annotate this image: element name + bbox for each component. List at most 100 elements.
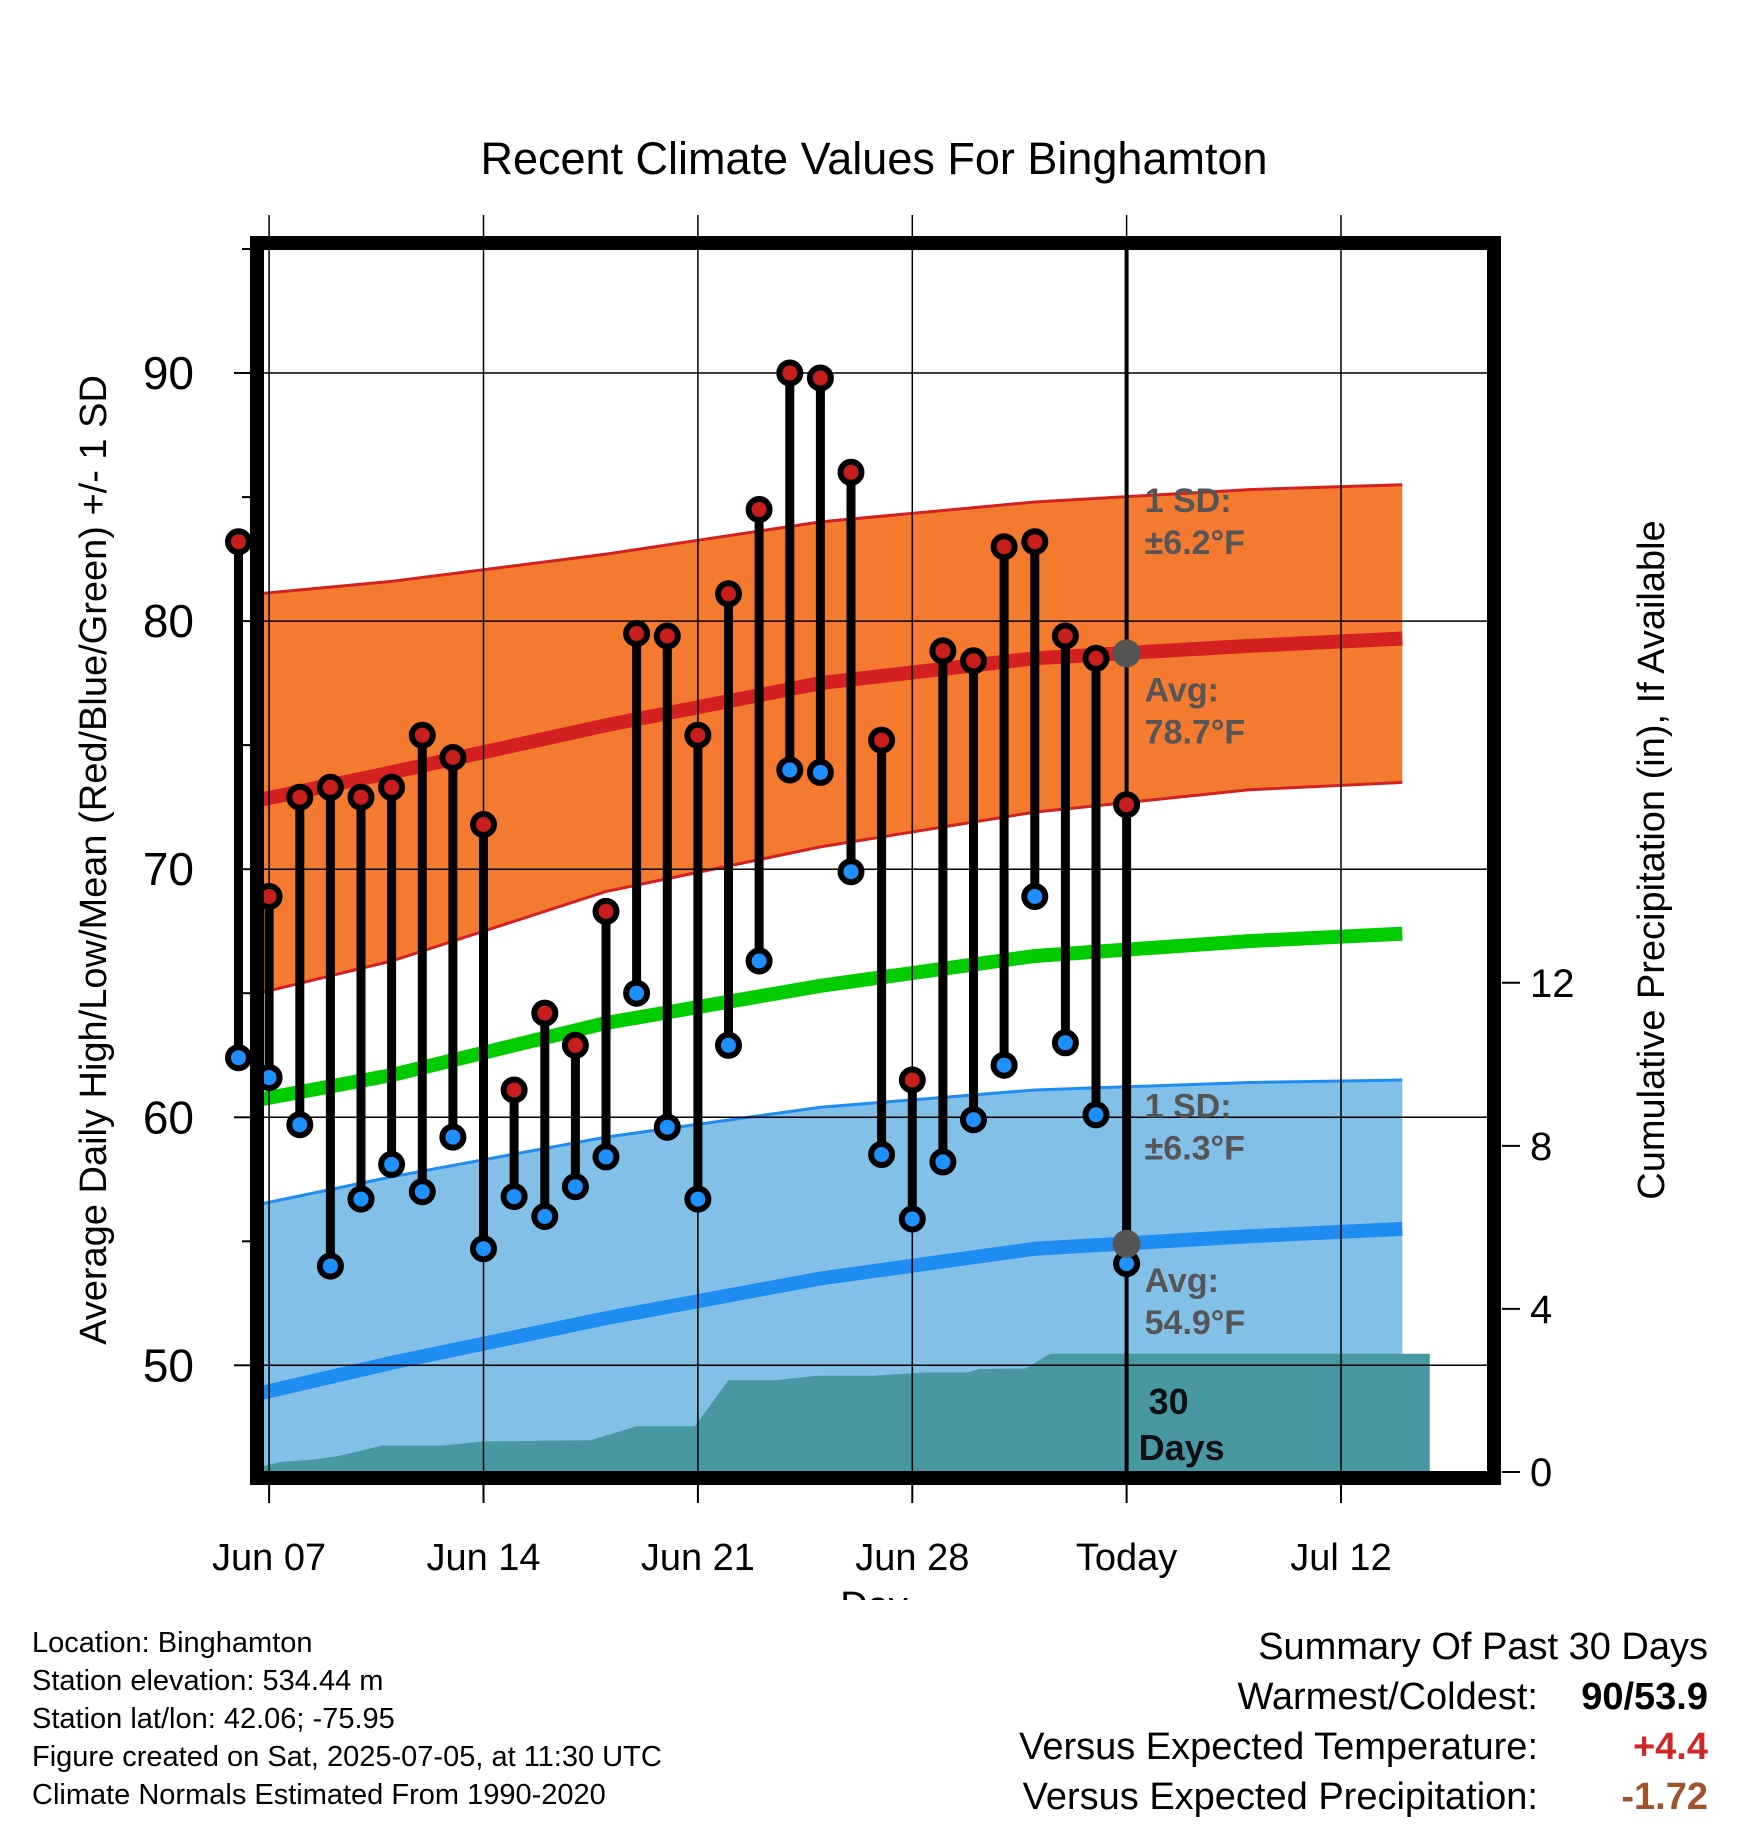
y-tick-label: 80 [143,595,194,647]
daily-low-point [745,947,773,975]
daily-low-point [1082,1101,1110,1129]
climate-chart: Recent Climate Values For Binghamton 1 S… [73,133,1673,1600]
daily-high-point [960,647,987,675]
daily-high-point [1082,644,1110,672]
location-text: Location: Binghamton [32,1627,313,1659]
daily-low-point [561,1173,589,1201]
daily-low-point [806,758,834,786]
low-avg-label: Avg: [1145,1262,1219,1300]
daily-high-point [470,811,497,838]
high-sd-label: 1 SD: [1145,482,1232,520]
normals-text: Climate Normals Estimated From 1990-2020 [32,1779,606,1811]
daily-low-point [653,1113,681,1141]
created-text: Figure created on Sat, 2025-07-05, at 11… [32,1741,662,1773]
latlon-text: Station lat/lon: 42.06; -75.95 [32,1703,395,1735]
summary-row-temp: Versus Expected Temperature: +4.4 [1019,1722,1708,1772]
x-tick-label: Jun 21 [641,1537,755,1579]
daily-low-point [898,1205,926,1233]
chart-title: Recent Climate Values For Binghamton [480,133,1267,184]
precip-label: Versus Expected Precipitation: [1022,1776,1538,1818]
daily-low-point [500,1183,528,1211]
daily-low-point [684,1185,712,1213]
daily-low-point [408,1178,436,1206]
summary-row-warm-cold: Warmest/Coldest: 90/53.9 [1019,1672,1708,1722]
y-axis-label: Average Daily High/Low/Mean (Red/Blue/Gr… [73,375,115,1345]
y2-tick-label: 12 [1530,962,1575,1006]
y2-tick-label: 4 [1530,1288,1552,1332]
daily-high-point [745,496,773,523]
daily-high-point [868,726,896,754]
daily-low-point [316,1252,344,1280]
low-avg-marker [1112,1229,1141,1258]
daily-high-point [408,721,436,749]
daily-high-point [898,1066,926,1094]
x-tick-label: Jun 28 [855,1537,969,1579]
daily-low-point [837,858,865,886]
daily-low-point [439,1123,467,1151]
daily-high-point [531,999,559,1027]
low-sd-label: 1 SD: [1145,1087,1232,1125]
daily-high-point [439,744,467,771]
x-tick-label: Jul 12 [1290,1537,1391,1579]
precip-days-label-word: Days [1139,1427,1225,1468]
daily-high-point [623,620,651,647]
warm-cold-value: 90/53.9 [1581,1676,1708,1718]
daily-high-point [347,783,375,811]
summary-panel: Summary Of Past 30 Days Warmest/Coldest:… [1019,1622,1708,1822]
daily-low-point [623,979,651,1007]
annotations: 1 SD: ±6.2°F Avg: 78.7°F 1 SD: ±6.3°F Avg: 54.9… [1112,482,1246,1468]
axes: 50 60 70 80 90 0 4 8 12 Jun 07 Jun 14 Jun 21 Jun 28 T… [143,248,1575,1579]
x-axis-label: Day [840,1585,908,1600]
daily-low-point [225,1044,252,1072]
high-avg-marker [1112,639,1141,668]
daily-high-point [837,458,865,486]
y-tick-label: 60 [143,1091,194,1143]
daily-low-point [592,1143,620,1171]
daily-high-point [592,897,620,925]
daily-high-point [225,528,252,556]
daily-low-point [990,1051,1018,1079]
precip-value: -1.72 [1621,1776,1708,1818]
daily-high-point [653,622,681,650]
daily-high-point [1113,791,1141,819]
high-avg-value: 78.7°F [1145,713,1246,751]
y-tick-label: 70 [143,843,194,895]
x-tick-label: Today [1076,1537,1177,1579]
y-tick-label: 90 [143,347,194,399]
daily-high-point [684,721,712,749]
y2-axis-label: Cumulative Precipitation (in), If Availa… [1631,520,1673,1199]
high-sd-band [263,484,1403,993]
x-tick-label: Jun 07 [212,1537,326,1579]
daily-low-point [378,1150,406,1178]
daily-high-point [776,359,804,387]
warm-cold-label: Warmest/Coldest: [1237,1676,1538,1718]
daily-high-point [1051,622,1079,650]
summary-row-precip: Versus Expected Precipitation: -1.72 [1019,1772,1708,1822]
daily-low-point [470,1235,497,1263]
daily-low-point [347,1185,375,1213]
y-tick-label: 50 [143,1339,194,1391]
daily-low-point [776,756,804,784]
low-avg-value: 54.9°F [1145,1304,1246,1342]
elevation-text: Station elevation: 534.44 m [32,1665,384,1697]
daily-high-point [715,580,742,608]
summary-title: Summary Of Past 30 Days [1258,1626,1708,1668]
daily-low-point [1051,1029,1079,1057]
precip-cumulative-area [263,1353,1430,1472]
temp-value: +4.4 [1632,1726,1708,1768]
high-avg-label: Avg: [1145,671,1219,709]
daily-low-point [868,1141,896,1168]
station-info: Location: Binghamton Station elevation: … [32,1624,662,1814]
temp-label: Versus Expected Temperature: [1019,1726,1538,1768]
daily-high-point [1021,528,1049,556]
x-tick-label: Jun 14 [426,1537,540,1579]
daily-low-point [960,1106,987,1134]
daily-high-point [316,773,344,801]
daily-high-point [378,773,406,801]
normal-low-line [263,1221,1403,1400]
precip-days-label-number: 30 [1149,1381,1189,1422]
daily-marks [225,359,1141,1280]
daily-high-point [990,533,1018,561]
plot-frame [250,236,1501,1485]
daily-high-point [500,1076,528,1104]
